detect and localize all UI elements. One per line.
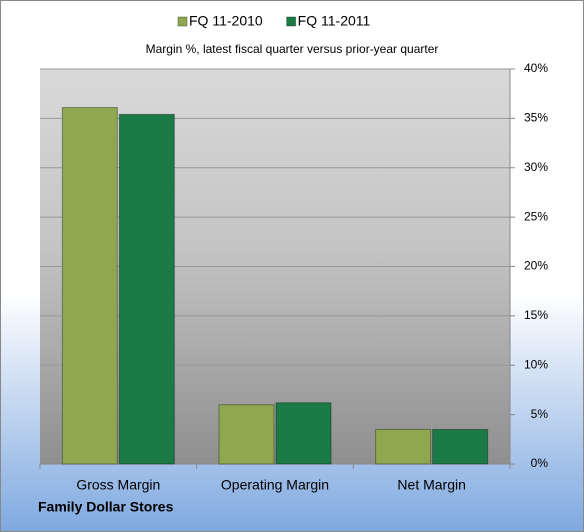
bar: [375, 428, 432, 465]
y-tick-label: 30%: [524, 160, 548, 174]
y-tick-label: 40%: [524, 61, 548, 75]
x-tick-label: Net Margin: [397, 477, 465, 493]
footer: Family Dollar Stores: [38, 499, 174, 515]
legend-swatch: [177, 16, 188, 27]
y-tick-label: 0%: [531, 456, 549, 470]
bar: [275, 402, 332, 465]
y-tick-label: 5%: [531, 407, 549, 421]
legend-label: FQ 11-2010: [189, 13, 263, 29]
bar: [432, 428, 489, 465]
bar: [61, 107, 118, 465]
y-tick-label: 35%: [524, 111, 548, 125]
legend-label: FQ 11-2011: [298, 13, 371, 29]
bar: [118, 113, 175, 465]
bar: [218, 404, 275, 465]
y-tick-label: 25%: [524, 209, 548, 223]
x-tick-label: Gross Margin: [76, 477, 160, 493]
y-tick-label: 20%: [524, 259, 548, 273]
subtitle: Margin %, latest fiscal quarter versus p…: [146, 42, 439, 56]
x-tick-label: Operating Margin: [221, 477, 329, 493]
legend-swatch: [286, 16, 297, 27]
y-tick-label: 10%: [524, 357, 548, 371]
y-tick-label: 15%: [524, 308, 548, 322]
